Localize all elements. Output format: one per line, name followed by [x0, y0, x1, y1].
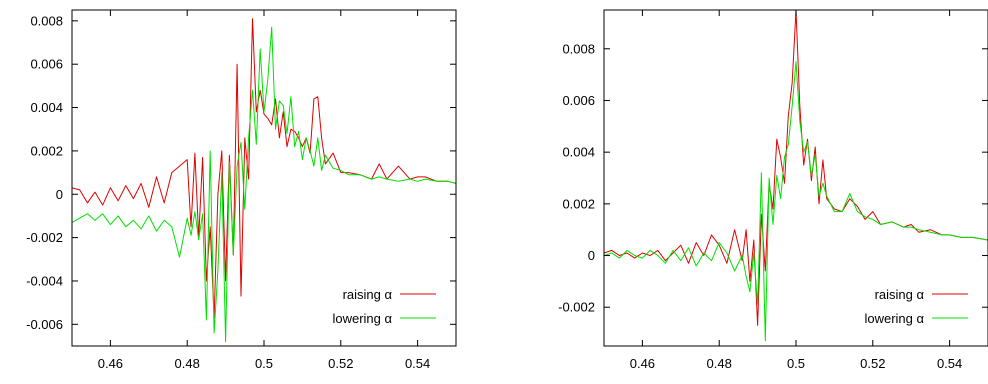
series-line-raising — [604, 10, 988, 326]
legend-label-lowering: lowering α — [332, 311, 392, 326]
series-group — [604, 10, 988, 342]
y-tick-label: -0.004 — [26, 273, 63, 288]
y-tick-label: -0.002 — [558, 300, 595, 315]
y-tick-label: 0.004 — [30, 100, 63, 115]
x-tick-label: 0.46 — [98, 356, 123, 371]
x-tick-label: 0.54 — [937, 356, 962, 371]
y-tick-label: 0.004 — [562, 145, 595, 160]
legend: raising α lowering α — [332, 287, 436, 326]
x-tick-label: 0.54 — [405, 356, 430, 371]
y-tick-label: 0.002 — [30, 143, 63, 158]
x-tick-label: 0.46 — [630, 356, 655, 371]
y-tick-label: 0.008 — [30, 13, 63, 28]
series-line-lowering — [604, 61, 988, 342]
legend-label-raising: raising α — [875, 287, 925, 302]
y-tick-label: 0.006 — [562, 93, 595, 108]
x-tick-label: 0.48 — [707, 356, 732, 371]
y-tick-label: -0.002 — [26, 230, 63, 245]
x-tick-label: 0.48 — [175, 356, 200, 371]
legend-label-lowering: lowering α — [864, 311, 924, 326]
chart-panel-2: 0.46 0.48 0.5 0.52 0.54 0.008 0.006 0.004 0.002 0… — [558, 9, 988, 371]
series-group — [72, 18, 456, 343]
y-tick-label: 0.002 — [562, 196, 595, 211]
series-line-lowering — [72, 26, 456, 343]
x-tick-label: 0.52 — [328, 356, 353, 371]
y-tick-label: 0.008 — [562, 41, 595, 56]
y-tick-label: -0.006 — [26, 317, 63, 332]
chart-panel-1: 0.46 0.48 0.5 0.52 0.54 0.008 0.006 0.004 0.002 0… — [26, 9, 457, 371]
y-tick-label: 0 — [56, 187, 63, 202]
legend-label-raising: raising α — [343, 287, 393, 302]
y-tick-label: 0.006 — [30, 57, 63, 72]
x-tick-label: 0.5 — [787, 356, 805, 371]
y-tick-label: 0 — [588, 248, 595, 263]
legend: raising α lowering α — [864, 287, 968, 326]
plot-frame — [71, 9, 457, 347]
series-line-raising — [72, 18, 456, 319]
plot-frame — [603, 9, 988, 347]
x-tick-label: 0.5 — [255, 356, 273, 371]
x-tick-label: 0.52 — [860, 356, 885, 371]
